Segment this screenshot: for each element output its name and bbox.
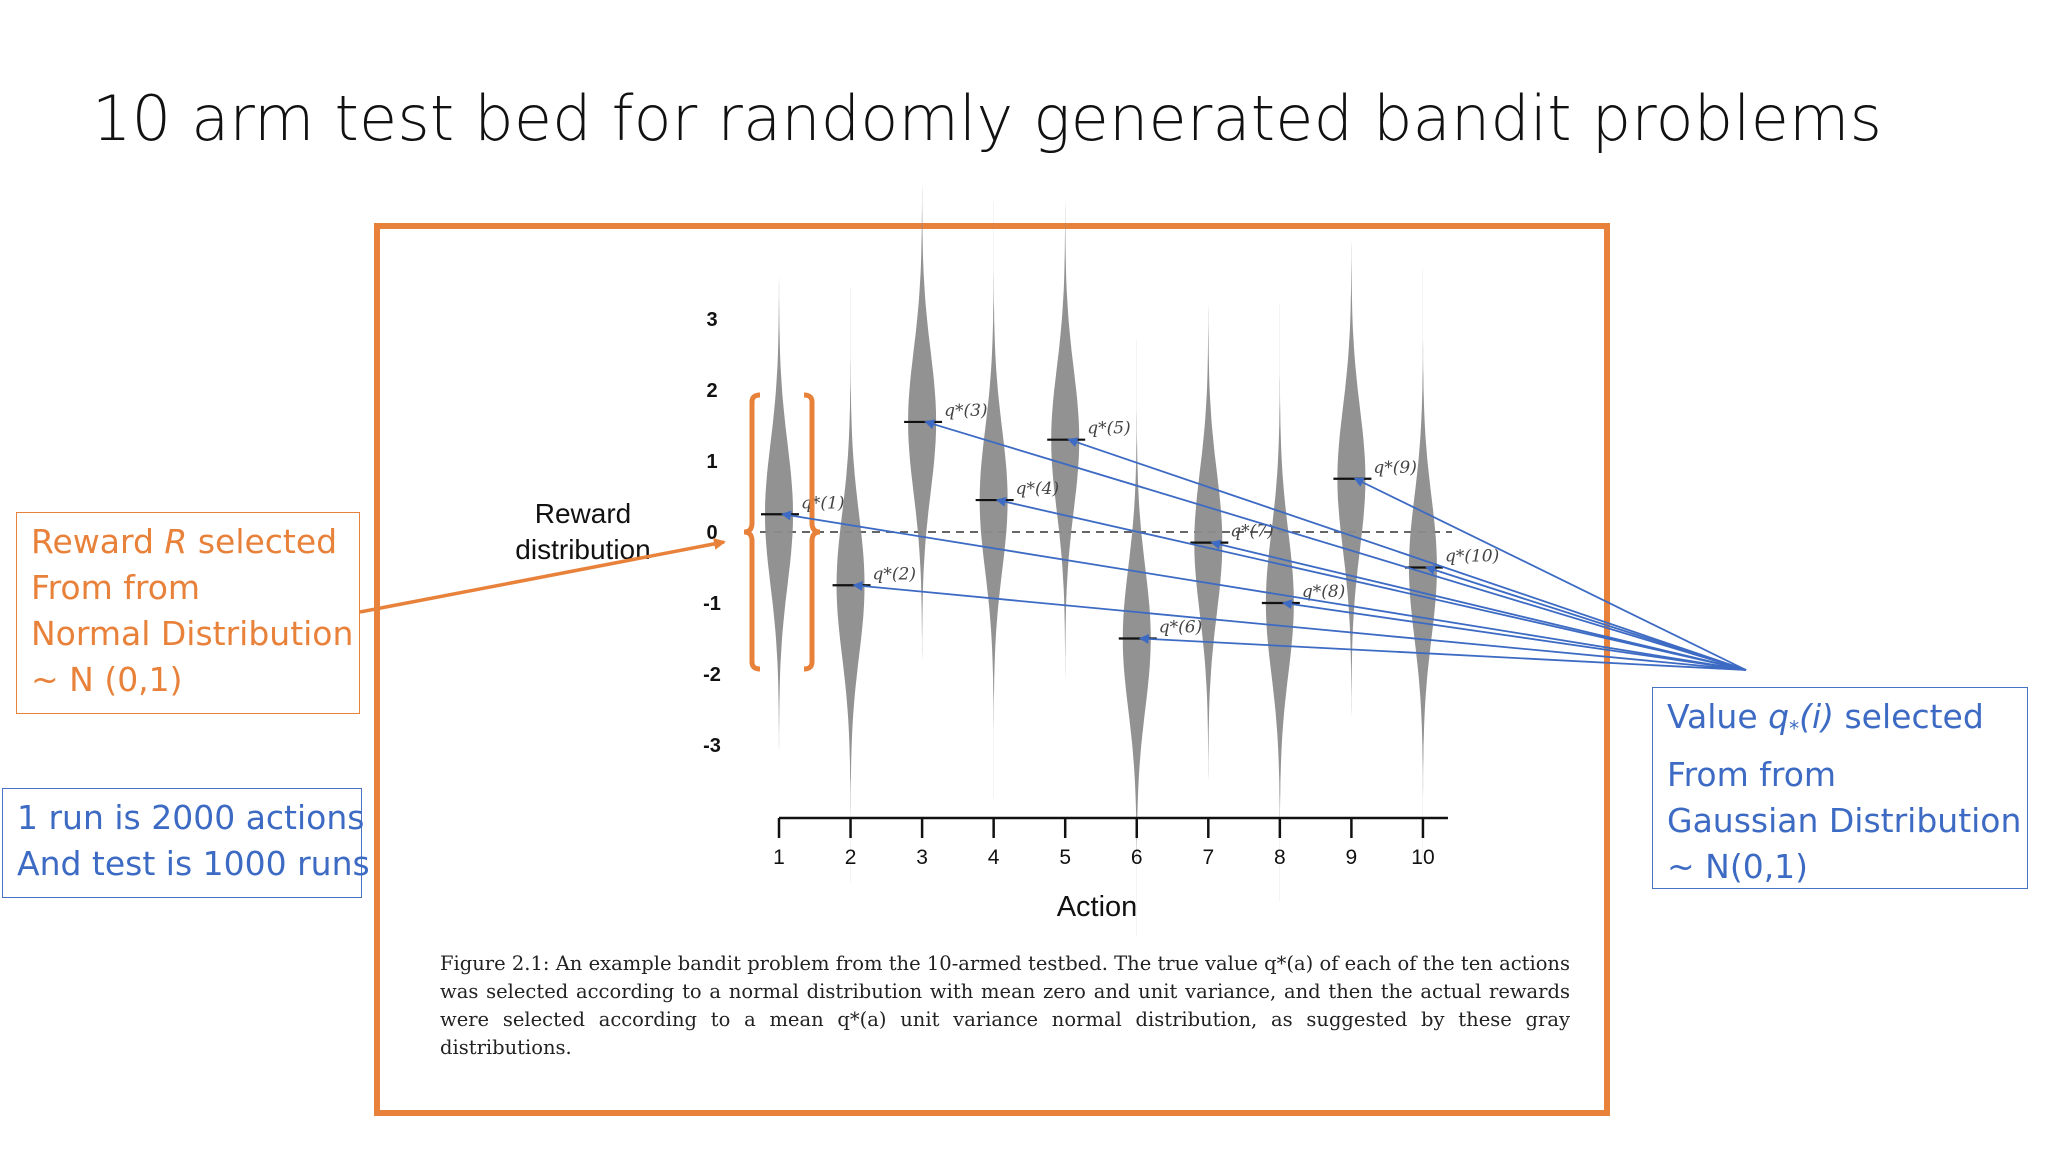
y-axis-label: Reward [535, 498, 631, 529]
figure-frame [374, 223, 1610, 1116]
value-arrow-6 [1138, 633, 1747, 671]
mean-label-7: q*(7) [1230, 522, 1273, 542]
value-arrow-3 [924, 419, 1747, 671]
value-annotation-box: Value q*(i) selected From from Gaussian … [1652, 687, 2028, 889]
mean-label-1: q*(1) [801, 493, 844, 513]
value-arrow-5 [1067, 437, 1747, 671]
value-box-line3: Gaussian Distribution [1667, 800, 2022, 840]
x-tick-label: 6 [1131, 846, 1143, 869]
x-tick-label: 2 [845, 846, 857, 869]
x-tick-label: 3 [916, 846, 928, 869]
ytick-label: 3 [706, 309, 717, 331]
reward-annotation-box: Reward R selected From from Normal Distr… [16, 512, 360, 714]
value-arrow-1 [781, 510, 1747, 671]
value-arrow-10 [1425, 565, 1747, 671]
bracket-right [803, 392, 821, 672]
x-tick-label: 7 [1202, 846, 1214, 869]
reward-box-line2: From from [31, 568, 201, 607]
ytick-label: 1 [706, 451, 717, 473]
value-box-line2: From from [1667, 754, 1837, 794]
value-arrow-9 [1353, 477, 1747, 671]
x-tick-label: 5 [1059, 846, 1071, 869]
slide-title: 10 arm test bed for randomly generated b… [92, 82, 1883, 155]
mean-label-3: q*(3) [944, 401, 987, 421]
mean-label-6: q*(6) [1159, 618, 1202, 638]
x-tick-label: 10 [1411, 846, 1434, 869]
bracket-left [743, 392, 761, 672]
x-tick-label: 8 [1274, 846, 1286, 869]
ytick-label: 2 [706, 380, 717, 402]
value-box-line1: Value q*(i) selected [1667, 697, 1984, 741]
mean-label-9: q*(9) [1373, 458, 1416, 478]
value-arrow-7 [1210, 539, 1747, 671]
reward-box-line1: Reward R selected [31, 522, 338, 561]
mean-label-8: q*(8) [1302, 582, 1345, 602]
run-box-line1: 1 run is 2000 actions [17, 798, 365, 837]
mean-label-5: q*(5) [1087, 419, 1130, 439]
run-annotation-box: 1 run is 2000 actions And test is 1000 r… [2, 788, 370, 898]
run-box-line2: And test is 1000 runs [17, 844, 370, 883]
x-tick-label: 4 [988, 846, 1000, 869]
ytick-label: -2 [703, 664, 721, 686]
ytick-label: -3 [703, 735, 721, 757]
reward-box-line3: Normal Distribution [31, 614, 354, 653]
reward-box-line4: ~ N (0,1) [31, 660, 183, 699]
mean-label-2: q*(2) [873, 564, 916, 584]
value-arrow-8 [1281, 599, 1747, 671]
ytick-label: -1 [703, 593, 721, 615]
value-arrow-4 [995, 496, 1747, 671]
x-tick-label: 1 [773, 846, 785, 869]
x-axis-label: Action [1057, 891, 1138, 923]
ytick-label: 0 [706, 522, 717, 544]
figure-caption: Figure 2.1: An example bandit problem fr… [440, 952, 1570, 1059]
value-box-line4: ~ N(0,1) [1667, 846, 1809, 886]
mean-label-4: q*(4) [1016, 479, 1059, 499]
mean-label-10: q*(10) [1445, 547, 1499, 567]
x-tick-label: 9 [1346, 846, 1358, 869]
value-arrow-2 [852, 581, 1747, 671]
reward-arrow [359, 537, 726, 614]
